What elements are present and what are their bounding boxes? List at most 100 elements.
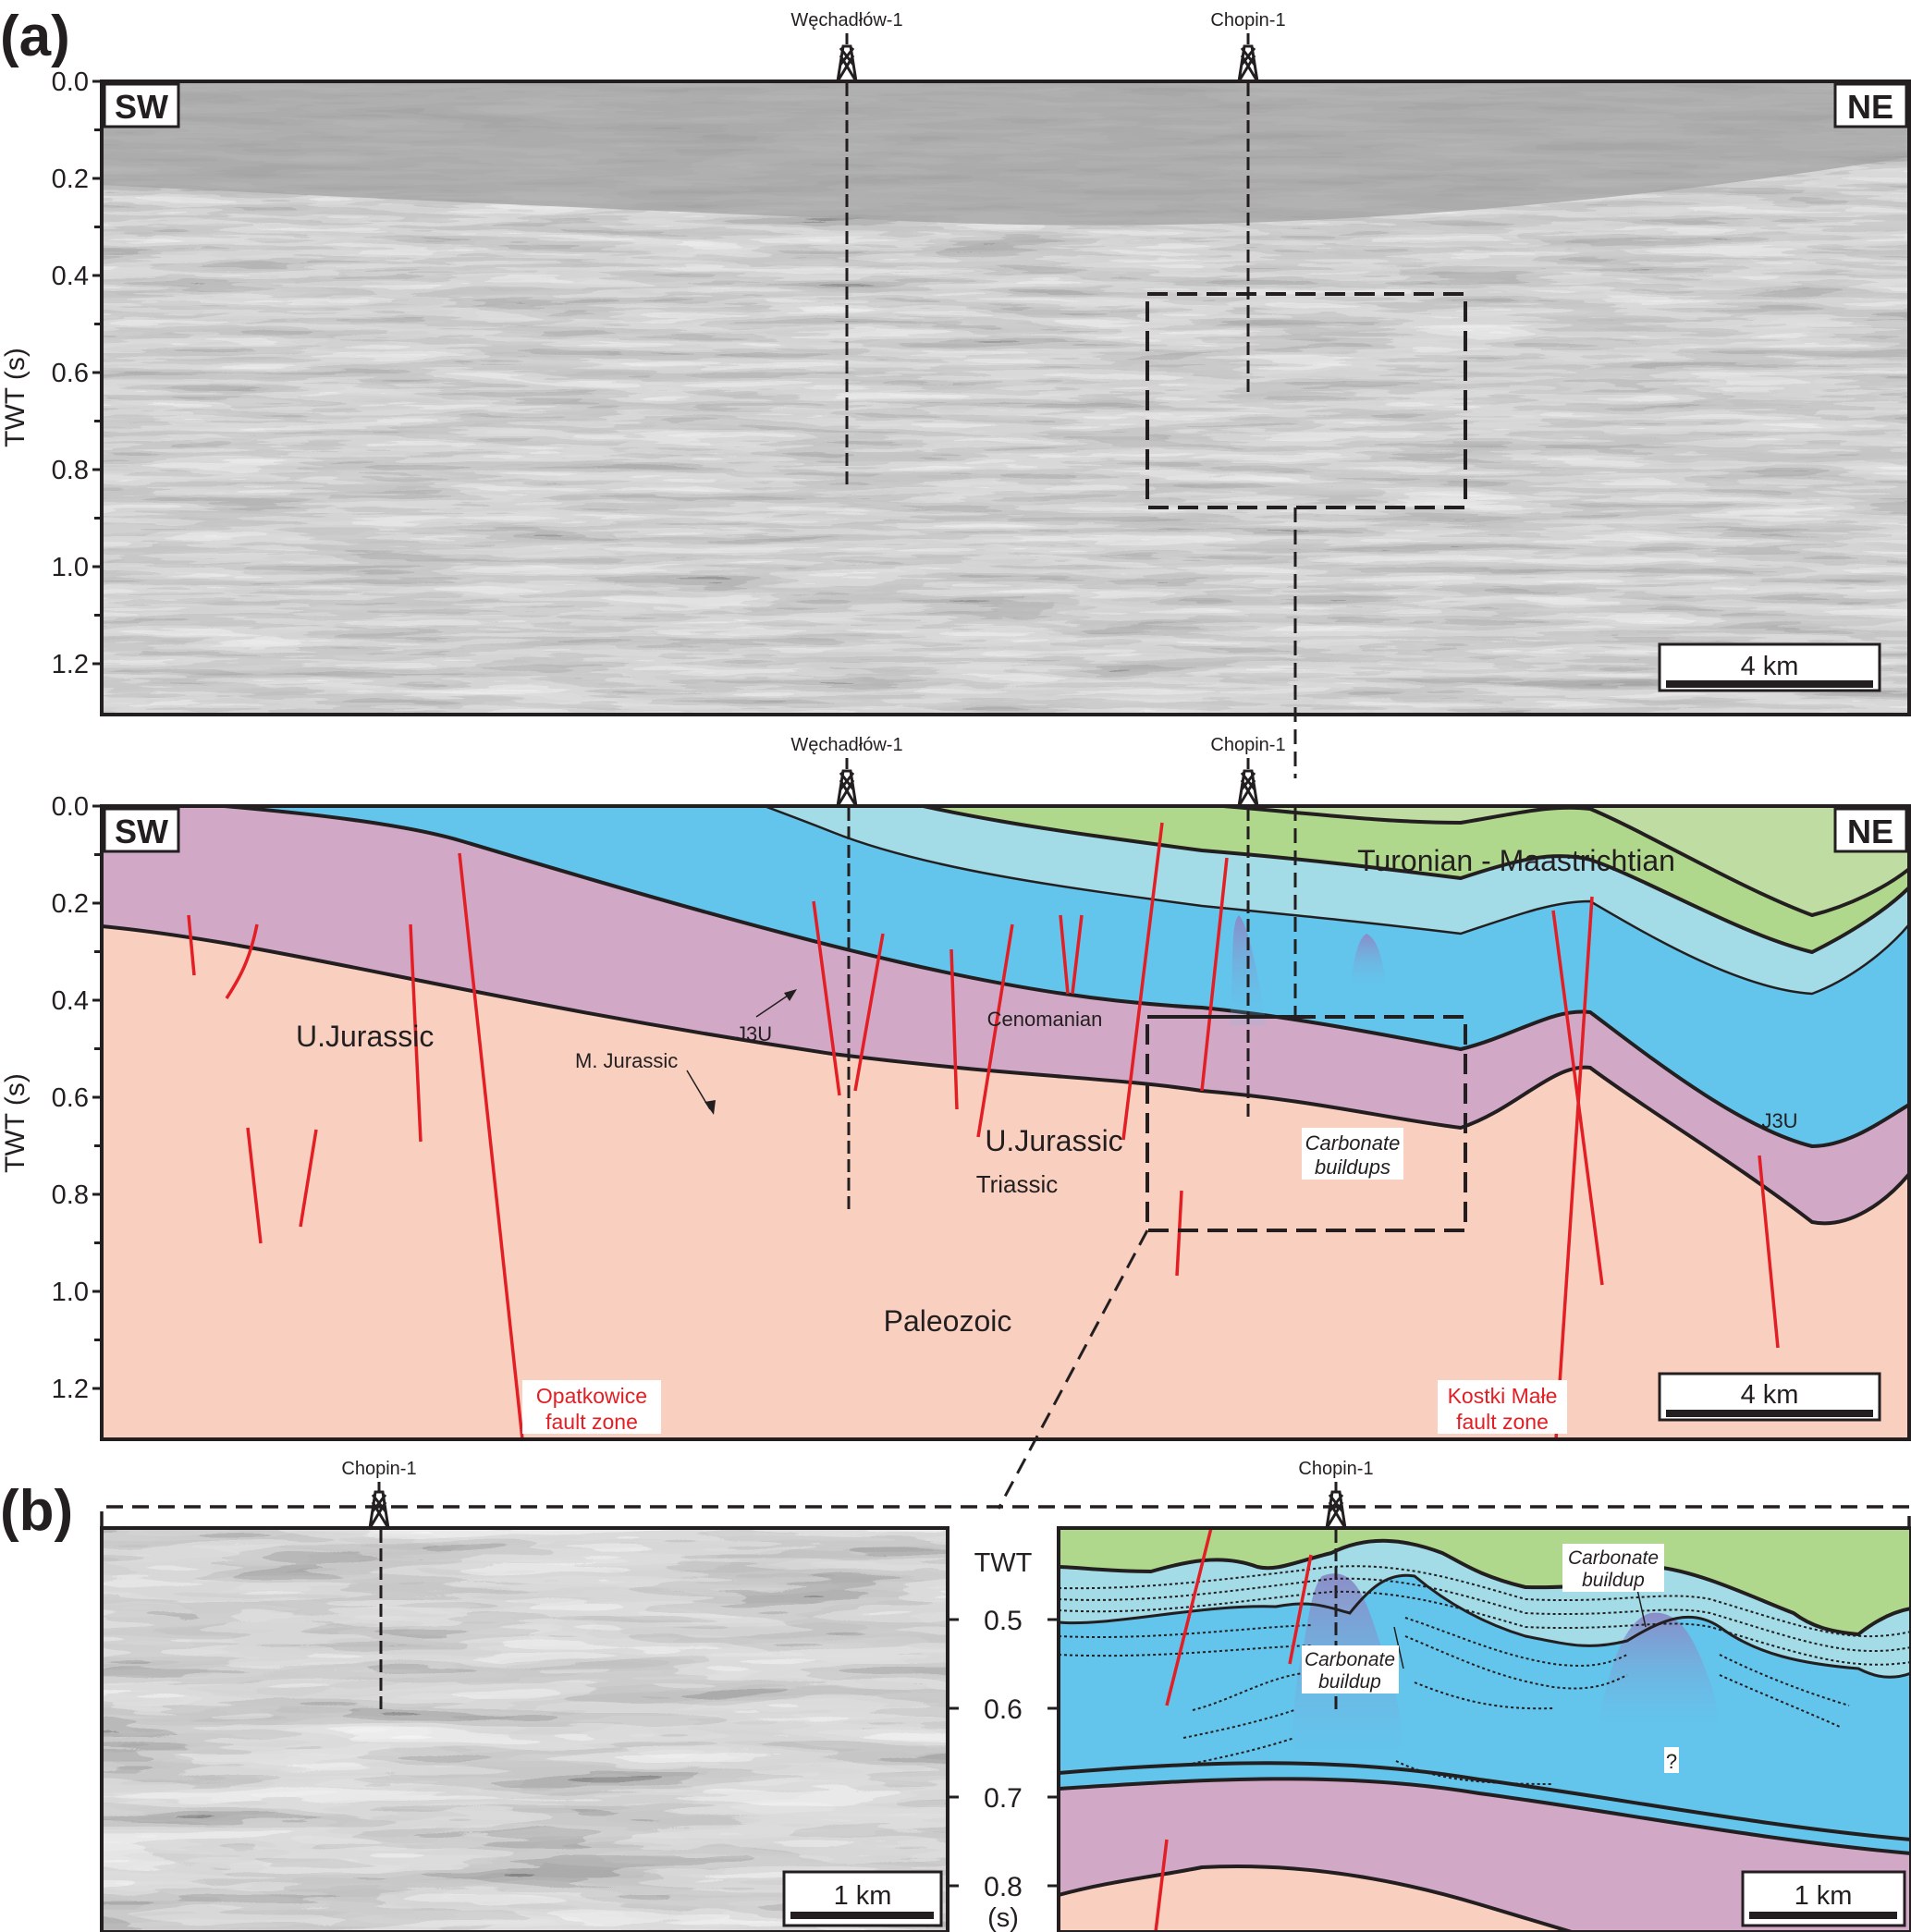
- axis-tick-label: 0.4: [52, 262, 89, 291]
- detail-axis-title-1: TWT: [974, 1548, 1033, 1578]
- label-opatkowice-2: fault zone: [545, 1410, 638, 1434]
- detail-interp-frame: [1057, 1526, 1911, 1932]
- well-chopin-b1: Chopin-1: [341, 1459, 417, 1715]
- direction-ne-a: NE: [1847, 88, 1893, 126]
- derrick-icon: [368, 1482, 390, 1529]
- label-box-buildups: [1302, 1128, 1403, 1180]
- carbonate-buildup-2: [1350, 934, 1387, 989]
- fault-lines: [187, 822, 1780, 1439]
- detail-dashed-reflectors: [1059, 1565, 1911, 1785]
- label-buildup-left-2: buildup: [1318, 1671, 1381, 1693]
- derrick-icon: [1237, 758, 1259, 807]
- direction-box-ne-a: [1833, 82, 1908, 128]
- zoom-connector-b: [997, 1229, 1149, 1510]
- scale-line: [790, 1912, 934, 1919]
- direction-sw-i: SW: [115, 813, 168, 850]
- label-box-buildup-right: [1562, 1544, 1664, 1592]
- zoom-box-interpretation: [1145, 1015, 1467, 1232]
- arrowhead-icon: [704, 1100, 716, 1115]
- label-box-opatkowice: [522, 1380, 661, 1434]
- axis-tick-label: 0.2: [52, 165, 89, 194]
- label-carbonate-buildups-2: buildups: [1315, 1156, 1390, 1179]
- label-box-buildup-left: [1302, 1645, 1399, 1694]
- scale-label-b2: 1 km: [1795, 1881, 1853, 1911]
- label-u-jurassic-center: U.Jurassic: [985, 1124, 1122, 1157]
- well-chopin-a: Chopin-1: [1210, 10, 1286, 397]
- carbonate-buildup-1: [1230, 915, 1267, 1026]
- axis-tick-label: 1.0: [52, 553, 89, 582]
- well-wechadlow-i: Węchadłów-1: [790, 735, 903, 1213]
- well-label-wechadlow-a: Węchadłów-1: [790, 10, 902, 31]
- axis-tick-label: 0.0: [52, 67, 89, 97]
- well-label-chopin-i: Chopin-1: [1210, 735, 1285, 755]
- label-cenomanian: Cenomanian: [987, 1008, 1103, 1031]
- detail-bracket: [100, 1505, 1911, 1528]
- axis-tick-label: 0.6: [52, 1083, 89, 1113]
- zoom-box-a: [1145, 292, 1467, 509]
- seismic-frame: [100, 79, 1911, 716]
- y-axis-ticks-interpretation: 0.0 0.2 0.4 0.6 0.8 1.0 1.2: [52, 792, 102, 1404]
- label-buildup-left-1: Carbonate: [1305, 1649, 1395, 1670]
- axis-tick-label: 0.6: [52, 359, 89, 388]
- horizon-lines: [102, 806, 1909, 1226]
- axis-tick-label: 1.2: [52, 1375, 89, 1404]
- axis-tick-label: 0.6: [984, 1694, 1023, 1725]
- unit-j3u: [764, 806, 1909, 994]
- arrowhead-icon: [784, 989, 797, 1001]
- y-axis-title-interpretation: TWT (s): [0, 1073, 31, 1173]
- label-box-question: [1664, 1747, 1679, 1773]
- scale-label-b1: 1 km: [834, 1881, 892, 1911]
- derrick-icon: [1325, 1482, 1347, 1529]
- label-paleozoic: Paleozoic: [884, 1304, 1012, 1338]
- panel-a-seismic: (a) 0.00.20.40.60.81.01.2 TWT (s) SW NE …: [0, 5, 1911, 778]
- label-buildup-right-2: buildup: [1582, 1570, 1645, 1591]
- label-triassic: Triassic: [976, 1170, 1059, 1198]
- scale-line: [1666, 1410, 1873, 1417]
- direction-box-sw-a: [103, 82, 180, 128]
- axis-tick-label: 0.8: [52, 456, 89, 485]
- detail-horizons: [1059, 1538, 1911, 1932]
- axis-tick-label: 0.5: [984, 1606, 1023, 1636]
- label-carbonate-buildups-1: Carbonate: [1305, 1131, 1401, 1155]
- label-j3u-right: J3U: [1761, 1109, 1797, 1132]
- derrick-icon: [836, 758, 858, 807]
- detail-j3u: [1059, 1540, 1911, 1678]
- axis-tick-label: 1.0: [52, 1278, 89, 1307]
- axis-tick-label: 1.2: [52, 650, 89, 679]
- axis-tick-label: 0.8: [52, 1180, 89, 1210]
- axis-tick-label: 0.0: [52, 792, 89, 822]
- panel-a-interpretation: 0.0 0.2 0.4 0.6 0.8 1.0 1.2 TWT (s) SW NE Węch…: [0, 735, 1911, 1510]
- arrow-j3u: [755, 993, 791, 1018]
- well-label-chopin-b1: Chopin-1: [341, 1459, 416, 1479]
- seismic-mute-zone: [102, 81, 1909, 226]
- detail-paleozoic: [1059, 1866, 1572, 1932]
- scale-line: [1749, 1912, 1897, 1919]
- detail-axis-title-2: (s): [987, 1903, 1019, 1932]
- scale-label-a: 4 km: [1741, 652, 1799, 681]
- label-u-jurassic-left: U.Jurassic: [296, 1020, 434, 1053]
- label-j3u-left: J3U: [736, 1022, 772, 1045]
- axis-tick-label: 0.7: [984, 1783, 1023, 1814]
- label-m-jurassic: M. Jurassic: [575, 1049, 678, 1072]
- axis-tick-label: 0.8: [984, 1872, 1023, 1902]
- label-opatkowice-1: Opatkowice: [536, 1384, 647, 1408]
- y-axis-title-a: TWT (s): [0, 348, 31, 447]
- panel-b-label: (b): [0, 1479, 73, 1543]
- unit-turonian-maastrichtian: [102, 806, 1909, 915]
- direction-ne-i: NE: [1847, 813, 1893, 850]
- label-kostki-1: Kostki Małe: [1448, 1384, 1558, 1408]
- panel-b: (b) Chopin-1 1 km TWT (s) 0.5 0.6 0.7 0.8: [0, 1459, 1911, 1932]
- label-question: ?: [1666, 1750, 1677, 1773]
- well-label-chopin-a: Chopin-1: [1210, 10, 1285, 31]
- axis-tick-label: 0.2: [52, 889, 89, 919]
- label-turonian: Turonian - Maastrichtian: [1357, 844, 1675, 877]
- unit-triassic: [102, 806, 1909, 1224]
- scale-label-i: 4 km: [1741, 1380, 1799, 1410]
- detail-faults: [1154, 1528, 1313, 1932]
- direction-box-ne-i: [1833, 807, 1908, 853]
- label-box-kostki: [1438, 1380, 1567, 1434]
- y-axis-ticks-a: 0.0 0.2 0.4 0.6 0.8 1.0 1.2: [52, 67, 102, 679]
- detail-y-axis-ticks: 0.5 0.6 0.7 0.8: [948, 1606, 1059, 1902]
- detail-cenomanian: [1059, 1528, 1911, 1634]
